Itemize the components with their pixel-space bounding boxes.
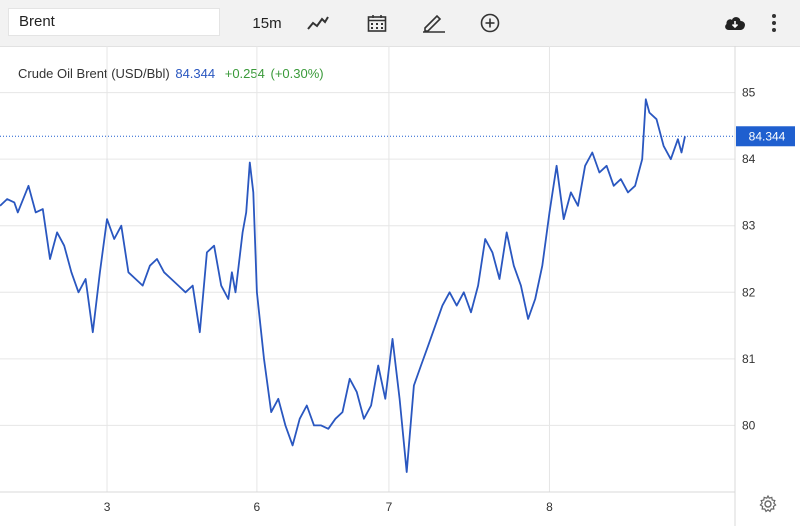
y-tick-label: 82 [742,285,756,299]
add-circle-icon[interactable] [477,9,503,37]
y-tick-label: 81 [742,352,756,366]
gear-icon[interactable] [758,494,778,514]
y-tick-label: 80 [742,418,756,432]
x-tick-label: 8 [546,500,553,514]
x-tick-label: 6 [254,500,261,514]
line-chart-icon[interactable] [305,9,331,37]
y-tick-label: 85 [742,86,756,100]
draw-pencil-icon[interactable] [421,9,447,37]
chart-toolbar: Brent 15m [0,0,800,47]
cloud-download-icon[interactable] [722,9,748,37]
legend-price: 84.344 [175,66,216,81]
chart-legend: Crude Oil Brent (USD/Bbl) 84.344 +0.254 … [18,66,324,81]
calendar-icon[interactable] [364,9,390,37]
legend-instrument-name: Crude Oil Brent (USD/Bbl) [18,66,170,81]
y-tick-label: 84 [742,152,756,166]
current-price-label: 84.344 [749,129,786,143]
more-vertical-icon[interactable] [761,9,787,37]
legend-change-percent: (+0.30%) [270,66,324,81]
y-tick-label: 83 [742,219,756,233]
x-tick-label: 3 [104,500,111,514]
interval-selector[interactable]: 15m [252,14,282,32]
legend-change: +0.254 [224,66,265,81]
symbol-input[interactable]: Brent [8,8,220,36]
x-tick-label: 7 [386,500,393,514]
price-series-line [0,98,686,473]
current-price-badge [736,126,795,147]
